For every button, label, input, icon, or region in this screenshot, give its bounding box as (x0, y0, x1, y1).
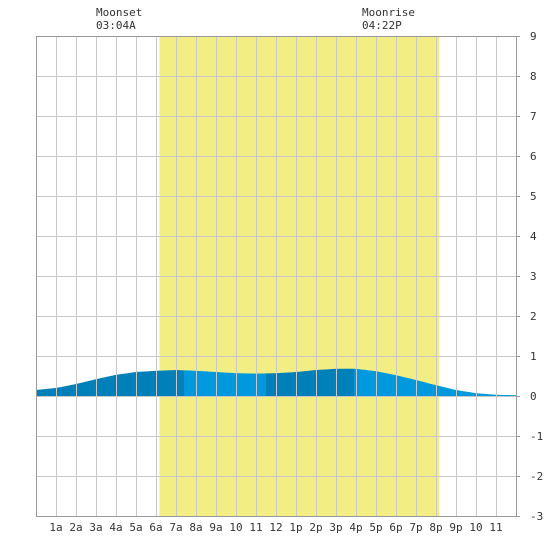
x-tick-label: 5a (129, 521, 142, 534)
x-tick-labels: 1a 2a 3a 4a 5a 6a 7a 8a 9a 10 11 12 1p 2p 3p 4p 5p 6p 7p 8p… (49, 521, 502, 534)
tide-area-segment (184, 370, 266, 396)
tide-area-segment (266, 368, 354, 396)
moonrise-label: Moonrise (362, 6, 415, 19)
y-tick-label: -3 (530, 510, 543, 523)
x-tick-label: 9a (209, 521, 222, 534)
x-tick-label: 9p (449, 521, 462, 534)
y-tick-label: 8 (530, 70, 537, 83)
tide-area-segment (36, 370, 184, 396)
y-tick-label: 0 (530, 390, 537, 403)
y-tick-label: 4 (530, 230, 537, 243)
y-tick-label: 7 (530, 110, 537, 123)
x-tick-label: 2a (69, 521, 82, 534)
y-tick-labels: 9 8 7 6 5 4 3 2 1 0 -1 -2 -3 (516, 30, 543, 523)
x-tick-label: 8p (429, 521, 442, 534)
y-tick-label: 3 (530, 270, 537, 283)
y-tick-label: -1 (530, 430, 543, 443)
x-tick-label: 3p (329, 521, 342, 534)
x-tick-label: 4a (109, 521, 122, 534)
x-tick-label: 7p (409, 521, 422, 534)
tide-area-segment (354, 368, 516, 396)
y-tick-label: 5 (530, 190, 537, 203)
x-tick-label: 7a (169, 521, 182, 534)
grid-layer (36, 36, 517, 517)
moonset-annotation: Moonset 03:04A (96, 6, 142, 32)
y-tick-label: 1 (530, 350, 537, 363)
x-tick-label: 6p (389, 521, 402, 534)
x-tick-label: 12 (269, 521, 282, 534)
moonset-time: 03:04A (96, 19, 136, 32)
x-tick-label: 1p (289, 521, 302, 534)
y-tick-label: 6 (530, 150, 537, 163)
x-tick-label: 11 (249, 521, 262, 534)
x-tick-label: 1a (49, 521, 62, 534)
moonrise-time: 04:22P (362, 19, 402, 32)
y-tick-label: 2 (530, 310, 537, 323)
moonset-label: Moonset (96, 6, 143, 19)
moonrise-annotation: Moonrise 04:22P (362, 6, 415, 32)
x-tick-label: 3a (89, 521, 102, 534)
x-tick-label: 6a (149, 521, 162, 534)
x-tick-label: 2p (309, 521, 322, 534)
x-tick-label: 11 (489, 521, 502, 534)
y-tick-label: -2 (530, 470, 543, 483)
x-tick-label: 10 (469, 521, 482, 534)
x-tick-label: 8a (189, 521, 202, 534)
x-tick-label: 5p (369, 521, 382, 534)
x-tick-label: 10 (229, 521, 242, 534)
y-tick-label: 9 (530, 30, 537, 43)
x-tick-label: 4p (349, 521, 362, 534)
tide-area-layer (36, 368, 516, 396)
